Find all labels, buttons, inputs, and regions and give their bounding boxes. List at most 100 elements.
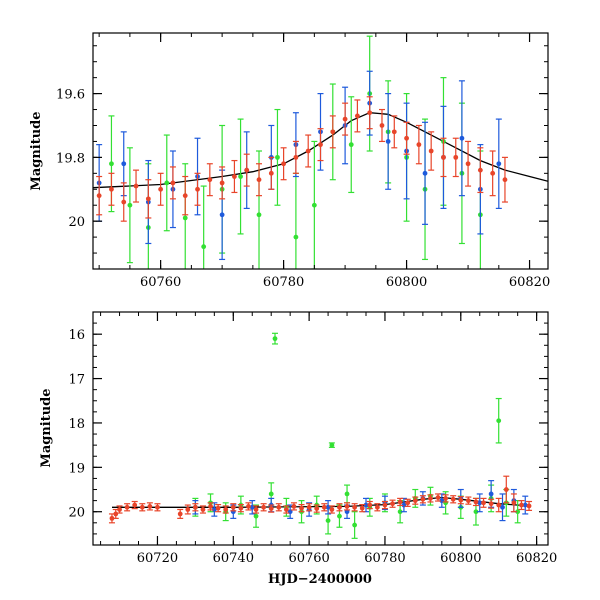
data-point bbox=[121, 199, 127, 205]
data-point bbox=[352, 522, 358, 528]
y-tick-label: 19.6 bbox=[56, 88, 85, 103]
top-y-axis-title: Magnitude bbox=[29, 111, 44, 190]
data-point bbox=[318, 142, 323, 148]
x-tick-label: 60820 bbox=[516, 551, 557, 566]
data-point bbox=[281, 161, 287, 167]
data-point bbox=[230, 504, 236, 510]
data-point bbox=[121, 161, 127, 167]
data-point bbox=[305, 148, 311, 154]
data-point bbox=[182, 215, 188, 221]
data-point bbox=[473, 499, 479, 505]
data-point bbox=[164, 180, 170, 186]
data-point bbox=[177, 511, 183, 517]
bottom-x-axis-title: HJD−2400000 bbox=[268, 572, 372, 587]
data-point bbox=[293, 154, 299, 160]
data-point bbox=[299, 505, 304, 511]
data-point bbox=[453, 154, 459, 160]
data-point bbox=[337, 513, 342, 519]
data-point bbox=[428, 148, 434, 154]
data-point bbox=[96, 193, 102, 199]
data-point bbox=[422, 170, 428, 176]
bottom-model-curve bbox=[112, 496, 530, 508]
data-point bbox=[329, 442, 335, 448]
data-point bbox=[124, 504, 130, 510]
data-point bbox=[244, 167, 250, 173]
data-point bbox=[192, 504, 198, 510]
data-point bbox=[132, 502, 138, 508]
data-point bbox=[465, 161, 471, 167]
y-tick-label: 20 bbox=[68, 215, 85, 230]
data-point bbox=[526, 503, 532, 509]
data-point bbox=[477, 500, 483, 506]
x-tick-label: 60720 bbox=[137, 551, 178, 566]
data-point bbox=[420, 496, 426, 502]
y-tick-label: 20 bbox=[68, 506, 85, 521]
data-point bbox=[291, 503, 297, 509]
data-point bbox=[342, 116, 348, 122]
data-point bbox=[170, 180, 176, 186]
data-point bbox=[405, 500, 411, 506]
data-point bbox=[117, 507, 122, 512]
data-point bbox=[109, 161, 114, 167]
x-tick-label: 60820 bbox=[509, 275, 550, 290]
x-tick-label: 60740 bbox=[213, 551, 254, 566]
bottom-data-points bbox=[108, 332, 533, 539]
data-point bbox=[311, 202, 317, 208]
y-tick-label: 17 bbox=[68, 373, 85, 388]
data-point bbox=[219, 180, 225, 186]
data-point bbox=[145, 196, 151, 202]
data-point bbox=[246, 503, 251, 509]
data-point bbox=[256, 177, 262, 183]
data-point bbox=[219, 212, 225, 218]
data-point bbox=[329, 507, 335, 512]
data-point bbox=[283, 507, 289, 512]
data-point bbox=[325, 518, 331, 523]
data-point bbox=[314, 506, 320, 512]
data-point bbox=[207, 177, 213, 183]
data-point bbox=[223, 507, 229, 512]
data-point bbox=[139, 504, 145, 510]
data-point bbox=[238, 505, 244, 511]
bottom-axis-ticks: 60720 60740 60760 60780 60800 60820 16 17 18 19 20 bbox=[68, 311, 557, 566]
data-point bbox=[253, 507, 259, 512]
data-point bbox=[195, 186, 200, 192]
data-point bbox=[465, 498, 471, 504]
data-point bbox=[416, 142, 422, 148]
data-point bbox=[268, 170, 274, 176]
data-point bbox=[337, 504, 342, 510]
data-point bbox=[511, 500, 517, 506]
data-point bbox=[490, 170, 496, 176]
data-point bbox=[382, 502, 388, 508]
bottom-panel-full: 60720 60740 60760 60780 60800 60820 16 17 18 19 20… bbox=[39, 311, 557, 587]
data-point bbox=[354, 113, 360, 119]
y-tick-label: 19 bbox=[68, 461, 85, 476]
data-point bbox=[412, 498, 418, 504]
x-tick-label: 60800 bbox=[386, 275, 427, 290]
data-point bbox=[459, 135, 465, 141]
data-point bbox=[344, 491, 350, 497]
data-point bbox=[268, 491, 274, 497]
data-point bbox=[208, 503, 213, 509]
data-point bbox=[496, 161, 502, 167]
data-point bbox=[321, 504, 327, 510]
data-point bbox=[488, 501, 494, 507]
data-point bbox=[276, 504, 282, 510]
data-point bbox=[293, 234, 299, 240]
x-tick-label: 60780 bbox=[263, 275, 304, 290]
data-point bbox=[391, 129, 397, 135]
data-point bbox=[256, 212, 262, 218]
data-point bbox=[397, 509, 403, 515]
data-point bbox=[113, 511, 119, 517]
data-point bbox=[502, 177, 508, 183]
data-point bbox=[496, 418, 502, 424]
data-point bbox=[272, 336, 278, 342]
x-tick-label: 60760 bbox=[140, 275, 181, 290]
data-point bbox=[379, 123, 385, 128]
data-point bbox=[435, 495, 441, 500]
data-point bbox=[133, 183, 139, 189]
top-data-points bbox=[96, 35, 508, 269]
data-point bbox=[428, 496, 433, 501]
y-tick-label: 18 bbox=[68, 417, 85, 432]
data-point bbox=[344, 503, 350, 509]
data-point bbox=[109, 515, 115, 521]
